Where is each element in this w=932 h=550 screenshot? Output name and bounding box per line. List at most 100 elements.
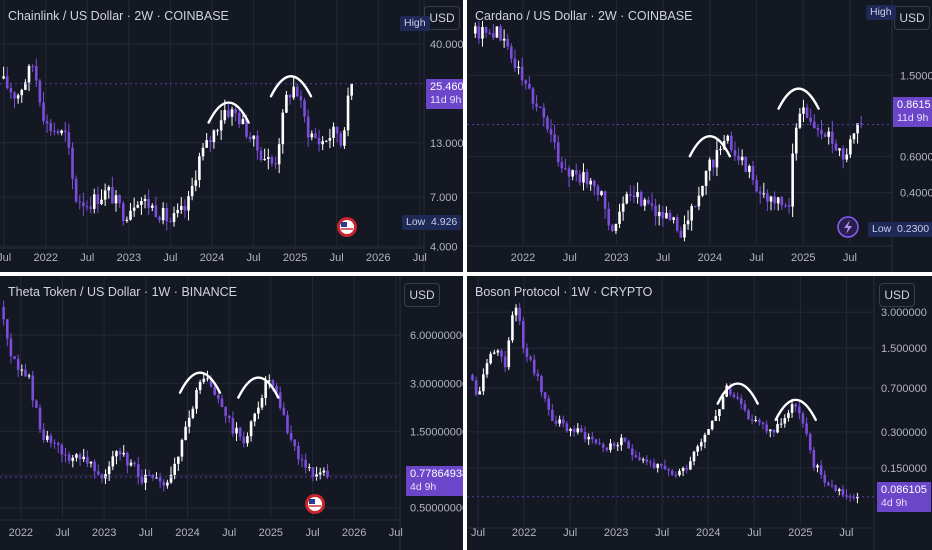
candle-down <box>732 394 736 397</box>
candle-down <box>743 404 747 411</box>
chainlink-chart-svg[interactable]: 40.00013.0007.0004.000Jul2022Jul2023Jul2… <box>0 0 463 272</box>
candle-up <box>107 187 111 191</box>
candle-down <box>663 465 667 470</box>
low-label: Low <box>402 215 430 230</box>
candle-down <box>121 203 125 222</box>
x-tick-label: Jul <box>163 252 177 264</box>
candle-down <box>2 307 5 320</box>
candle-down <box>627 441 630 449</box>
candle-down <box>647 199 650 204</box>
candle-up <box>514 307 518 316</box>
y-tick-label: 13.000 <box>430 138 463 150</box>
chart-panel-theta[interactable]: 6.000000003.000000001.500000000.80000000… <box>0 276 463 550</box>
candle-down <box>85 206 89 208</box>
candle-down <box>639 192 643 206</box>
candle-up <box>343 130 346 146</box>
theta-chart-svg[interactable]: 6.000000003.000000001.500000000.80000000… <box>0 276 463 550</box>
candle-down <box>733 150 737 156</box>
candle-up <box>690 206 693 221</box>
grid-lines <box>0 0 424 247</box>
candle-down <box>38 407 42 430</box>
candle-down <box>529 356 532 360</box>
candle-up <box>827 131 831 137</box>
candle-down <box>162 481 166 486</box>
chart-panel-boson[interactable]: 3.000000 1.500000 0.700000 0.300000 0.150000… <box>467 276 932 550</box>
candle-up <box>27 375 31 377</box>
candle-up <box>708 159 712 171</box>
candle-up <box>187 417 191 427</box>
y-tick-label: 3.000000 <box>881 307 927 319</box>
x-tick-label: Jul <box>330 252 344 264</box>
x-tick-label: Jul <box>747 527 761 539</box>
candle-down <box>227 415 231 419</box>
candle-down <box>224 406 227 416</box>
candle-down <box>311 467 315 477</box>
candle-down <box>45 120 49 124</box>
last-price: 25.460 <box>430 81 463 93</box>
y-tick-label: 3.00000000 <box>410 378 463 390</box>
candle-down <box>93 461 96 472</box>
candle-down <box>758 419 761 423</box>
candle-down <box>289 432 293 440</box>
candle-up <box>589 180 592 185</box>
candle-down <box>288 94 292 98</box>
currency-button[interactable]: USD <box>424 6 460 30</box>
x-tick-label: Jul <box>413 252 427 264</box>
currency-button[interactable]: USD <box>404 283 440 307</box>
candle-down <box>787 205 791 207</box>
candle-down <box>596 186 600 195</box>
candle-up <box>140 201 143 205</box>
candle-up <box>132 207 136 211</box>
candle-up <box>571 170 574 177</box>
candle-up <box>769 196 773 202</box>
candle-up <box>249 421 253 437</box>
candle-down <box>554 420 558 424</box>
candle-down <box>841 489 845 496</box>
candle-up <box>507 340 511 368</box>
candle-up <box>672 217 675 220</box>
x-axis-labels: Jul 2022 Jul 2023 Jul 2024 Jul 2025 Jul 2026 Jul <box>0 252 427 264</box>
candle-down <box>564 168 567 170</box>
candle-down <box>63 130 67 133</box>
candle-down <box>86 456 89 464</box>
candle-up <box>704 170 708 186</box>
candle-down <box>484 26 488 33</box>
candle-down <box>234 109 237 113</box>
candle-down <box>765 424 768 432</box>
y-axis-labels: 1.5000 0.6000 0.4000 <box>900 70 932 199</box>
candle-up <box>176 210 179 214</box>
candle-down <box>499 26 502 41</box>
candle-down <box>553 134 556 143</box>
candle-down <box>67 132 71 148</box>
candle-down <box>834 143 838 151</box>
candle-down <box>729 385 732 395</box>
candle-up <box>125 219 129 222</box>
candle-up <box>143 198 147 202</box>
last-price: 0.8615 <box>897 99 931 111</box>
candle-up <box>718 409 721 417</box>
candle-down <box>805 423 808 434</box>
candle-up <box>253 413 257 422</box>
candle-down <box>522 321 525 349</box>
x-tick-label: Jul <box>222 527 236 539</box>
currency-button[interactable]: USD <box>879 283 915 307</box>
candle-down <box>525 348 529 357</box>
last-price-box: 0.77864938 4d 9h <box>406 466 463 496</box>
candle-down <box>823 134 827 137</box>
candle-up <box>776 423 779 433</box>
candle-up <box>246 436 249 444</box>
candle-down <box>474 380 478 395</box>
chart-panel-cardano[interactable]: 1.5000 0.6000 0.4000 2022 Jul 2023 Jul 2024 Jul 2… <box>467 0 932 272</box>
candle-down <box>49 123 53 131</box>
candle-up <box>625 194 629 204</box>
last-price: 0.086105 <box>881 484 927 496</box>
candle-down <box>536 373 540 377</box>
candle-up <box>696 446 699 452</box>
currency-button[interactable]: USD <box>894 6 930 30</box>
boson-chart-svg[interactable]: 3.000000 1.500000 0.700000 0.300000 0.150000… <box>467 276 932 550</box>
chart-panel-chainlink[interactable]: 40.00013.0007.0004.000Jul2022Jul2023Jul2… <box>0 0 463 272</box>
candle-up <box>616 445 620 447</box>
candle-up <box>161 207 165 221</box>
candle-up <box>856 123 859 134</box>
